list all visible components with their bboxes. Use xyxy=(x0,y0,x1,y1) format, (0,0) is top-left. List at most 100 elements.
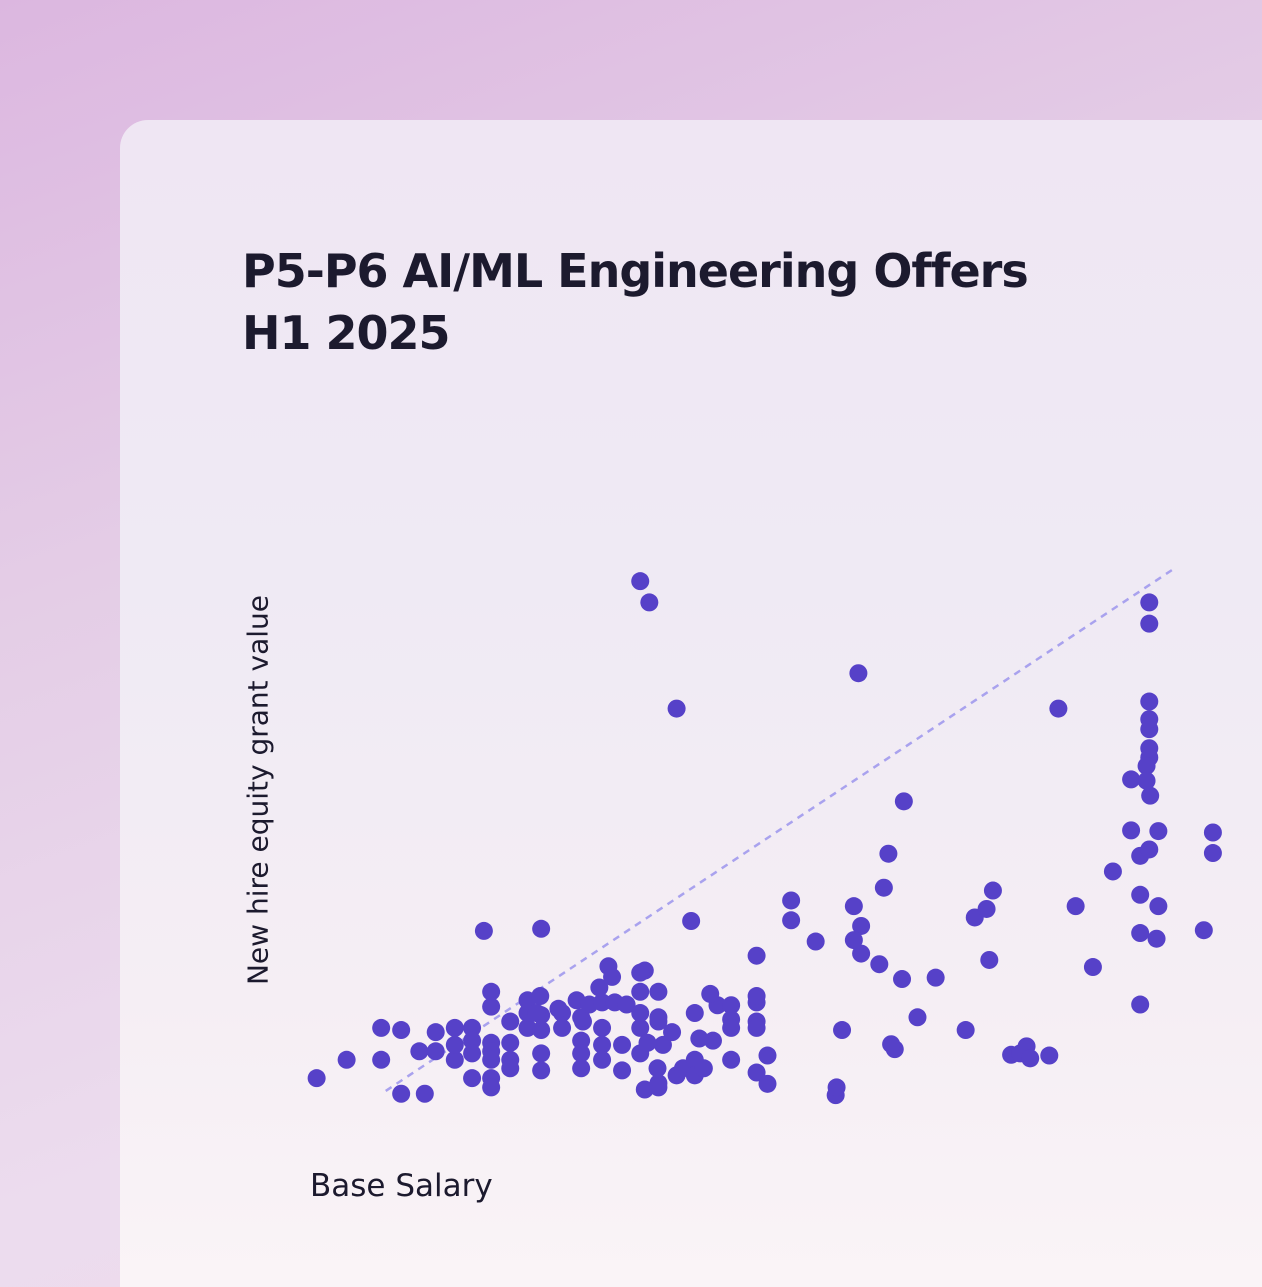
data-point-7 xyxy=(410,1042,429,1061)
data-point-69 xyxy=(635,1080,654,1099)
data-point-55 xyxy=(590,978,609,997)
data-point-19 xyxy=(482,1050,501,1069)
data-point-129 xyxy=(1083,958,1102,977)
data-point-2 xyxy=(372,1050,391,1069)
scatter-plot xyxy=(307,565,1222,1105)
data-point-145 xyxy=(1140,710,1159,729)
data-point-25 xyxy=(501,1033,520,1052)
data-point-58 xyxy=(613,1035,632,1054)
data-point-109 xyxy=(844,897,863,916)
data-point-117 xyxy=(926,968,945,987)
data-point-118 xyxy=(956,1021,975,1040)
data-point-105 xyxy=(852,944,871,963)
data-point-38 xyxy=(532,919,551,938)
data-point-63 xyxy=(631,982,650,1001)
data-point-100 xyxy=(782,911,801,930)
data-point-113 xyxy=(893,970,912,989)
data-point-146 xyxy=(1194,921,1213,940)
data-point-98 xyxy=(758,1046,777,1065)
data-point-11 xyxy=(445,1050,464,1069)
data-point-43 xyxy=(553,1018,572,1037)
data-point-21 xyxy=(482,1078,501,1097)
data-point-50 xyxy=(593,1018,612,1037)
data-point-75 xyxy=(663,1023,682,1042)
data-point-23 xyxy=(482,982,501,1001)
data-point-96 xyxy=(747,946,766,965)
data-point-88 xyxy=(722,996,741,1015)
data-point-127 xyxy=(1040,1046,1059,1065)
data-point-35 xyxy=(532,1044,551,1063)
data-point-157 xyxy=(1103,862,1122,881)
data-points xyxy=(307,572,1222,1105)
data-point-101 xyxy=(806,932,825,951)
data-point-141 xyxy=(1147,929,1166,948)
data-point-85 xyxy=(682,912,701,930)
data-point-112 xyxy=(882,1035,901,1054)
data-point-13 xyxy=(463,1018,482,1037)
chart-title: P5-P6 AI/ML Engineering Offers H1 2025 xyxy=(242,240,1142,364)
data-point-37 xyxy=(527,1004,546,1023)
data-point-93 xyxy=(747,1018,766,1037)
data-point-139 xyxy=(1149,822,1168,841)
data-point-121 xyxy=(980,950,999,969)
data-point-1 xyxy=(337,1050,356,1069)
data-point-10 xyxy=(445,1018,464,1037)
data-point-70 xyxy=(649,982,668,1001)
x-axis-label: Base Salary xyxy=(310,1168,493,1204)
y-axis-label: New hire equity grant value xyxy=(241,594,275,986)
data-point-122 xyxy=(983,881,1002,900)
data-point-26 xyxy=(501,1059,520,1078)
data-point-120 xyxy=(977,899,996,918)
data-point-106 xyxy=(852,916,871,935)
data-point-90 xyxy=(722,1018,741,1037)
data-point-103 xyxy=(827,1078,846,1097)
data-point-59 xyxy=(613,1061,632,1080)
data-point-61 xyxy=(631,1018,650,1037)
data-point-142 xyxy=(1137,756,1156,775)
data-point-51 xyxy=(593,1035,612,1054)
data-point-71 xyxy=(631,963,650,982)
data-point-66 xyxy=(653,1035,672,1054)
data-point-152 xyxy=(849,664,868,683)
data-point-154 xyxy=(1140,614,1159,633)
data-point-62 xyxy=(631,1004,650,1023)
trendline xyxy=(385,565,1178,1092)
data-point-153 xyxy=(1140,593,1159,612)
data-point-72 xyxy=(649,1078,668,1097)
data-point-130 xyxy=(1122,821,1141,840)
data-point-155 xyxy=(1049,699,1068,718)
data-point-143 xyxy=(1137,771,1156,790)
data-point-27 xyxy=(501,1012,520,1031)
data-point-95 xyxy=(747,987,766,1006)
data-point-49 xyxy=(593,993,612,1012)
data-point-156 xyxy=(1122,770,1141,789)
data-point-36 xyxy=(532,1061,551,1080)
data-point-150 xyxy=(640,593,659,612)
data-point-133 xyxy=(1131,924,1150,943)
data-point-12 xyxy=(445,1035,464,1054)
data-point-135 xyxy=(1140,840,1159,859)
data-point-34 xyxy=(532,1021,551,1040)
data-point-16 xyxy=(463,1069,482,1088)
data-point-28 xyxy=(474,921,493,940)
data-point-32 xyxy=(531,987,550,1006)
data-point-99 xyxy=(782,891,801,910)
data-point-97 xyxy=(758,1074,777,1093)
data-point-44 xyxy=(572,1031,591,1050)
data-point-15 xyxy=(463,1044,482,1063)
data-point-46 xyxy=(572,1059,591,1078)
data-point-14 xyxy=(463,1031,482,1050)
data-point-104 xyxy=(833,1021,852,1040)
data-point-115 xyxy=(879,844,898,863)
data-point-140 xyxy=(1149,897,1168,916)
data-point-0 xyxy=(307,1069,326,1088)
data-point-111 xyxy=(874,878,893,897)
data-point-82 xyxy=(703,1031,722,1050)
data-point-47 xyxy=(572,1008,591,1027)
data-point-83 xyxy=(685,1004,704,1023)
data-point-136 xyxy=(1141,786,1160,805)
data-point-4 xyxy=(415,1084,434,1103)
data-point-134 xyxy=(1131,995,1150,1014)
data-point-94 xyxy=(747,1063,766,1082)
data-point-45 xyxy=(572,1044,591,1063)
